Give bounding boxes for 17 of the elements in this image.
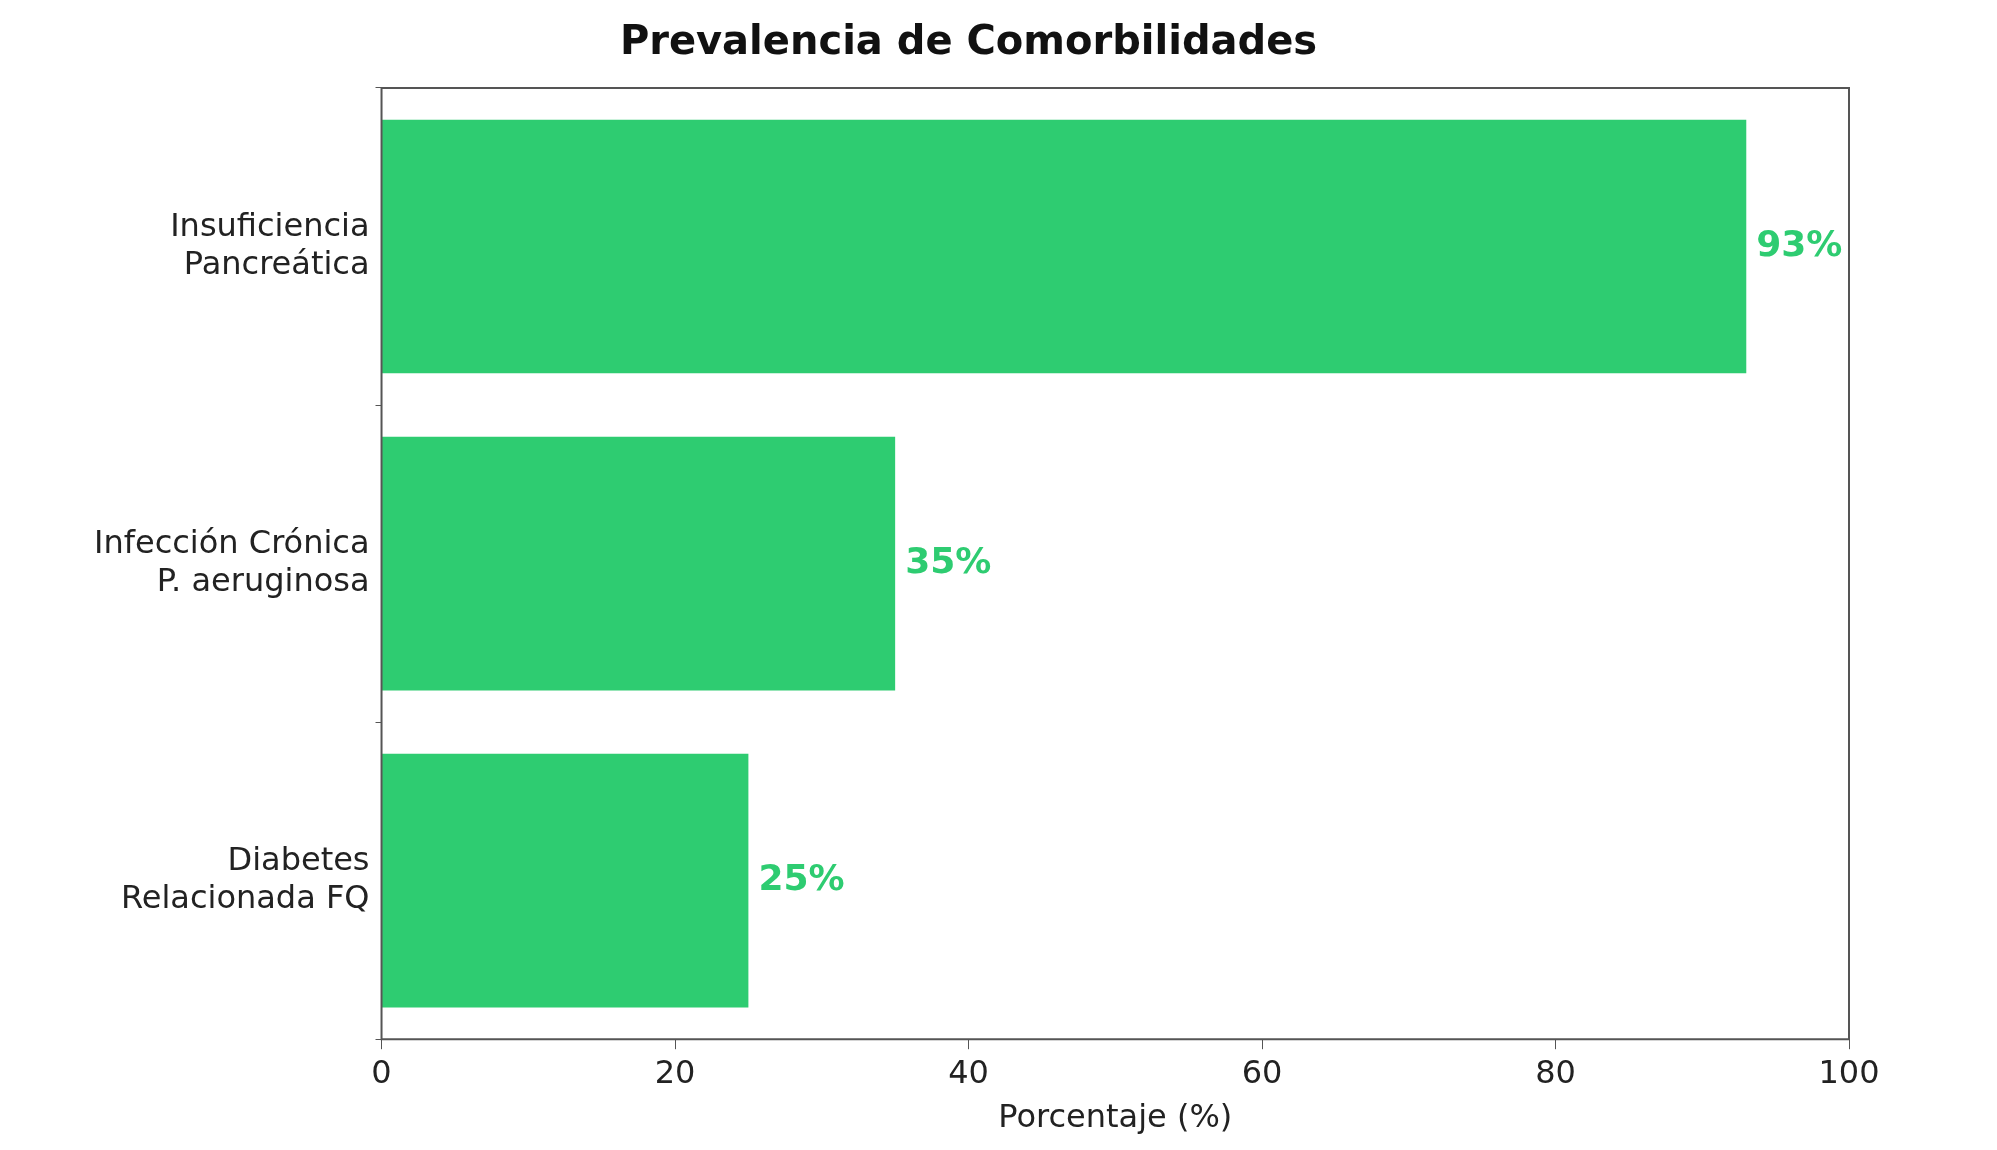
y-tick-label: Diabetes Relacionada FQ — [120, 839, 370, 917]
x-tick-label: 80 — [1535, 1052, 1576, 1091]
x-tick-label: 40 — [948, 1052, 989, 1091]
y-tick-label: Insuficiencia Pancreática — [170, 205, 370, 283]
data-label: 93% — [1756, 222, 1843, 264]
x-tick-label: 60 — [1241, 1052, 1283, 1091]
x-tick-label: 20 — [654, 1052, 696, 1091]
data-label: 25% — [758, 857, 845, 899]
x-axis-title: Porcentaje (%) — [998, 1097, 1233, 1136]
bar — [382, 753, 749, 1008]
x-tick-label: 0 — [371, 1052, 392, 1091]
bar — [382, 119, 1747, 374]
x-tick-label: 100 — [1818, 1052, 1880, 1091]
bar — [382, 436, 896, 691]
data-label: 35% — [905, 539, 992, 581]
y-tick-label: Infección Crónica P. aeruginosa — [94, 522, 370, 600]
chart-title: Prevalencia de Comorbilidades — [619, 17, 1318, 64]
